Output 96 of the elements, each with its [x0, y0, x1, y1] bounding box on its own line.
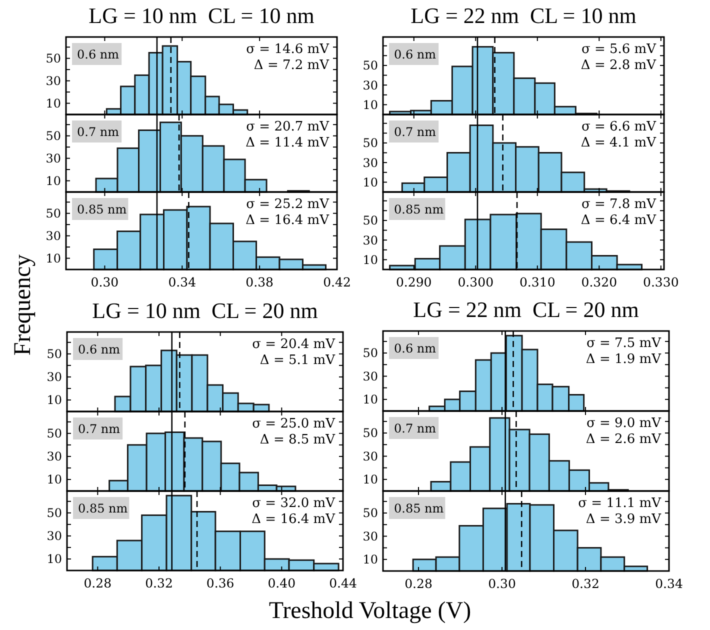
y-tick-label: 10 — [362, 392, 378, 407]
annotation: σ = 7.5 mV — [586, 336, 662, 351]
x-tick-label: 0.34 — [655, 576, 683, 591]
annotation: 0.85 nm — [394, 502, 444, 516]
chart-title: LG = 10 nm CL = 10 nm — [88, 3, 314, 28]
y-tick-label: 30 — [362, 449, 378, 464]
x-tick-label: 0.44 — [329, 576, 357, 590]
y-tick-label: 50 — [46, 129, 61, 144]
x-tick-label: 0.42 — [323, 274, 351, 290]
x-tick-label: 0.300 — [458, 274, 494, 290]
x-tick-label: 0.32 — [572, 576, 600, 591]
x-tick-label: 0.28 — [404, 576, 432, 591]
x-tick-label: 0.40 — [268, 576, 296, 590]
y-tick-label: 10 — [46, 393, 62, 408]
y-tick-label: 50 — [46, 506, 62, 520]
y-tick-label: 10 — [46, 552, 62, 566]
x-tick-label: 0.290 — [396, 274, 432, 290]
annotation: Δ = 7.2 mV — [254, 58, 330, 73]
annotation: σ = 9.0 mV — [586, 416, 662, 431]
x-tick-label: 0.320 — [581, 274, 618, 290]
y-tick-label: 50 — [362, 58, 378, 73]
y-tick-label: 30 — [362, 529, 378, 544]
y-tick-label: 50 — [46, 347, 62, 362]
annotation: 0.7 nm — [77, 125, 120, 139]
x-tick-label: 0.30 — [90, 274, 119, 290]
annotation: Δ = 2.8 mV — [580, 58, 657, 73]
annotation: 0.85 nm — [394, 202, 444, 216]
y-tick-label: 50 — [362, 214, 378, 228]
x-tick-label: 0.330 — [643, 274, 679, 290]
y-tick-label: 30 — [362, 369, 378, 384]
x-tick-label: 0.34 — [168, 274, 196, 290]
y-tick-label: 10 — [46, 96, 61, 110]
y-tick-label: 50 — [46, 206, 61, 221]
y-tick-label: 10 — [362, 252, 378, 267]
annotation: 0.7 nm — [394, 422, 437, 436]
annotation: σ = 20.7 mV — [246, 120, 330, 134]
annotation: 0.6 nm — [77, 48, 120, 62]
y-tick-label: 30 — [46, 529, 62, 544]
annotation: Δ = 16.4 mV — [252, 512, 336, 527]
annotation: Δ = 3.9 mV — [586, 512, 662, 527]
y-tick-label: 10 — [46, 472, 62, 487]
annotation: Δ = 11.4 mV — [246, 136, 330, 150]
y-tick-label: 10 — [362, 98, 378, 112]
annotation: 0.85 nm — [77, 202, 128, 216]
chart-title: LG = 10 nm CL = 20 nm — [92, 298, 318, 323]
annotation: σ = 6.6 mV — [581, 120, 657, 134]
annotation: Δ = 4.1 mV — [580, 136, 657, 150]
x-axis-title: Treshold Voltage (V) — [268, 598, 472, 624]
annotation: 0.6 nm — [394, 48, 437, 62]
y-tick-label: 50 — [46, 52, 61, 66]
y-tick-label: 50 — [46, 426, 62, 441]
x-tick-label: 0.38 — [246, 274, 274, 290]
annotation: Δ = 16.4 mV — [246, 213, 330, 228]
annotation: Δ = 5.1 mV — [260, 353, 336, 368]
y-tick-label: 30 — [46, 229, 61, 244]
y-tick-label: 30 — [46, 370, 62, 384]
annotation: Δ = 1.9 mV — [586, 352, 662, 367]
annotation: σ = 11.1 mV — [578, 496, 662, 511]
x-tick-label: 0.30 — [488, 576, 516, 591]
y-tick-label: 10 — [46, 174, 61, 188]
y-tick-label: 30 — [46, 74, 61, 88]
y-tick-label: 10 — [46, 251, 61, 266]
y-tick-label: 10 — [362, 552, 378, 567]
y-axis-title: Frequency — [10, 254, 36, 356]
y-tick-label: 30 — [46, 450, 62, 464]
y-tick-label: 30 — [362, 233, 378, 248]
y-tick-label: 30 — [362, 78, 378, 92]
annotation: Δ = 2.6 mV — [586, 432, 662, 447]
annotation: Δ = 6.4 mV — [580, 213, 657, 228]
y-tick-label: 50 — [362, 506, 378, 520]
annotation: σ = 25.0 mV — [252, 416, 336, 432]
annotation: 0.7 nm — [78, 422, 121, 436]
y-tick-label: 50 — [362, 136, 378, 150]
annotation: σ = 25.2 mV — [246, 197, 330, 212]
annotation: Δ = 8.5 mV — [260, 432, 336, 448]
annotation: 0.85 nm — [78, 502, 128, 516]
annotation: σ = 14.6 mV — [246, 42, 330, 57]
chart-title: LG = 22 nm CL = 20 nm — [413, 297, 639, 322]
annotation: 0.7 nm — [394, 125, 437, 139]
annotation: σ = 7.8 mV — [581, 197, 657, 212]
chart-title: LG = 22 nm CL = 10 nm — [410, 3, 636, 28]
x-tick-label: 0.36 — [206, 576, 234, 590]
annotation: σ = 32.0 mV — [252, 496, 336, 511]
y-tick-label: 30 — [362, 156, 378, 170]
x-tick-label: 0.310 — [519, 274, 556, 290]
x-tick-label: 0.28 — [84, 576, 112, 590]
y-tick-label: 50 — [362, 346, 378, 360]
annotation: 0.6 nm — [78, 342, 121, 356]
y-tick-label: 30 — [46, 152, 61, 166]
y-tick-label: 10 — [362, 175, 378, 190]
x-tick-label: 0.32 — [145, 576, 173, 590]
annotation: 0.6 nm — [394, 342, 437, 356]
y-tick-label: 50 — [362, 426, 378, 440]
y-tick-label: 10 — [362, 472, 378, 487]
annotation: σ = 20.4 mV — [252, 337, 336, 352]
annotation: σ = 5.6 mV — [581, 42, 657, 57]
